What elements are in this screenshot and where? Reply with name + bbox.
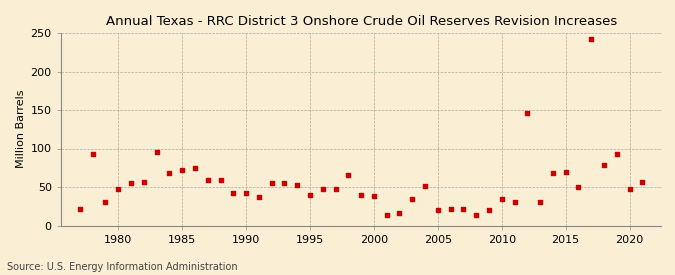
Point: [573, 185, 584, 189]
Point: [446, 207, 456, 211]
Point: [279, 181, 290, 185]
Point: [381, 213, 392, 217]
Point: [126, 181, 136, 185]
Point: [151, 150, 162, 155]
Point: [330, 186, 341, 191]
Point: [74, 206, 85, 211]
Point: [343, 173, 354, 178]
Point: [138, 179, 149, 184]
Point: [433, 208, 443, 212]
Point: [560, 169, 571, 174]
Point: [292, 183, 302, 187]
Point: [202, 178, 213, 182]
Point: [369, 194, 379, 199]
Point: [254, 195, 265, 199]
Point: [586, 37, 597, 41]
Point: [483, 208, 494, 212]
Point: [241, 191, 252, 195]
Point: [100, 200, 111, 205]
Point: [394, 211, 405, 215]
Y-axis label: Million Barrels: Million Barrels: [16, 90, 26, 169]
Point: [317, 186, 328, 191]
Point: [599, 163, 610, 168]
Point: [420, 184, 431, 188]
Point: [87, 152, 98, 156]
Point: [535, 200, 545, 205]
Point: [496, 196, 507, 201]
Point: [177, 168, 188, 172]
Point: [547, 171, 558, 175]
Point: [215, 178, 226, 182]
Title: Annual Texas - RRC District 3 Onshore Crude Oil Reserves Revision Increases: Annual Texas - RRC District 3 Onshore Cr…: [105, 15, 617, 28]
Point: [509, 200, 520, 205]
Point: [266, 181, 277, 185]
Point: [458, 207, 468, 211]
Point: [470, 213, 481, 218]
Point: [304, 192, 315, 197]
Point: [612, 152, 622, 156]
Point: [356, 192, 367, 197]
Point: [522, 111, 533, 115]
Text: Source: U.S. Energy Information Administration: Source: U.S. Energy Information Administ…: [7, 262, 238, 272]
Point: [637, 179, 648, 184]
Point: [228, 191, 239, 195]
Point: [164, 171, 175, 175]
Point: [407, 196, 418, 201]
Point: [624, 187, 635, 191]
Point: [190, 166, 200, 170]
Point: [113, 187, 124, 191]
